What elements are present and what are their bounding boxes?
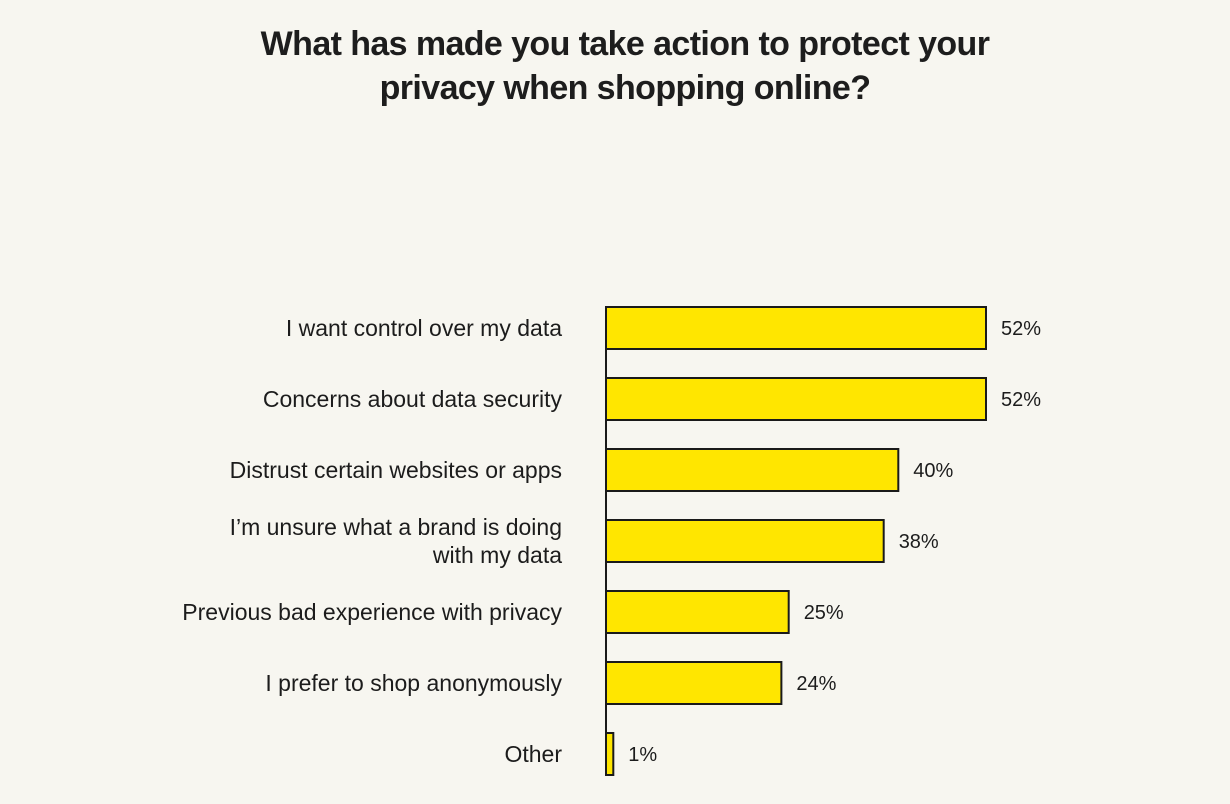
category-label: I want control over my data xyxy=(286,315,562,341)
bar xyxy=(605,377,987,421)
category-label: I prefer to shop anonymously xyxy=(265,670,562,696)
bar-value-label: 25% xyxy=(804,602,844,624)
bar-value-label: 38% xyxy=(899,531,939,553)
category-label: I’m unsure what a brand is doing xyxy=(230,514,562,540)
category-label: Previous bad experience with privacy xyxy=(182,599,562,625)
chart-title-line-2: privacy when shopping online? xyxy=(379,69,871,107)
category-label: Distrust certain websites or apps xyxy=(230,457,562,483)
bar-value-label: 40% xyxy=(913,460,953,482)
category-label: Concerns about data security xyxy=(263,386,563,412)
bar-value-label: 24% xyxy=(796,673,836,695)
bar xyxy=(605,661,783,705)
bar xyxy=(605,519,885,563)
chart-title-line-1: What has made you take action to protect… xyxy=(260,25,990,63)
bar-value-label: 1% xyxy=(628,744,657,766)
bar-value-label: 52% xyxy=(1001,389,1041,411)
bar xyxy=(605,448,900,492)
bar xyxy=(605,306,987,350)
bar xyxy=(605,590,790,634)
category-label: with my data xyxy=(432,542,562,568)
bar xyxy=(605,732,615,776)
chart-title: What has made you take action to protect… xyxy=(0,22,1230,110)
bar-value-label: 52% xyxy=(1001,318,1041,340)
category-label: Other xyxy=(504,741,562,767)
